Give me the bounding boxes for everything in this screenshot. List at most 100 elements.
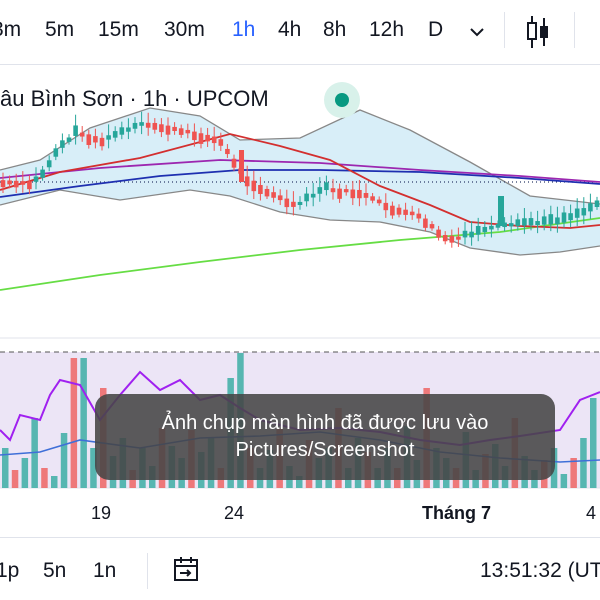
candle-body (403, 209, 408, 215)
candle-body (548, 214, 554, 225)
timeframe-d[interactable]: D (428, 18, 444, 41)
candle-body (172, 126, 177, 132)
candle-body (27, 181, 32, 190)
timeframe-30m[interactable]: 30m (164, 18, 205, 41)
candle-body (555, 217, 560, 225)
candle-body (515, 219, 521, 226)
candle-body (205, 134, 210, 142)
volume-bar (70, 358, 78, 488)
candle-body (588, 203, 593, 212)
timeframe-15m[interactable]: 15m (98, 18, 139, 41)
candle-body (132, 122, 138, 129)
candle-body (60, 140, 65, 148)
moving-average-short (0, 133, 600, 229)
candle-body (489, 225, 494, 230)
candle-body (119, 127, 125, 135)
candle-body (475, 225, 481, 235)
volume-bar (590, 398, 597, 488)
market-open-dot-icon (324, 82, 360, 118)
candle-body (469, 231, 474, 238)
toast-line-2: Pictures/Screenshot (235, 439, 415, 461)
volume-bar (580, 438, 587, 488)
candle-body (330, 188, 336, 193)
timeframe-8h[interactable]: 8h (323, 18, 347, 41)
range-1p[interactable]: 1p (0, 559, 20, 582)
timeframe-3m[interactable]: 3m (0, 18, 22, 41)
volume-bar (570, 458, 577, 488)
timeframe-12h[interactable]: 12h (369, 18, 405, 41)
x-axis-label: 4 (586, 503, 597, 523)
timeframe-toolbar: 3m 5m 15m 30m 1h 4h 8h 12h D (0, 0, 600, 64)
candle-body (165, 125, 171, 135)
candle-body (53, 148, 59, 157)
candle-body (178, 128, 184, 135)
range-5n[interactable]: 5n (43, 559, 67, 582)
symbol-title[interactable]: âu Bình Sơn · 1h · UPCOM (0, 86, 269, 111)
candle-body (594, 200, 600, 207)
candle-body (198, 133, 204, 144)
candle-body (13, 180, 19, 188)
candle-body (93, 136, 98, 143)
moving-average-mid (0, 169, 600, 198)
volume-bar (560, 474, 568, 488)
candle-body (541, 216, 547, 225)
candle-body (79, 132, 85, 137)
candle-body (396, 207, 402, 215)
candle-body (225, 148, 230, 155)
candle-body (376, 199, 382, 204)
chevron-down-icon[interactable] (466, 22, 488, 42)
candle-body (284, 198, 290, 208)
candle-body (244, 176, 250, 187)
candle-body (159, 124, 164, 133)
candle-body (304, 193, 309, 202)
candle-body (291, 201, 296, 207)
candle-body (409, 211, 415, 216)
toast-line-1: Ảnh chụp màn hình đã được lưu vào (161, 412, 489, 434)
moving-average-long (0, 217, 600, 291)
bollinger-lower-line (0, 189, 600, 256)
candle-body (383, 202, 389, 211)
volume-bar (51, 476, 58, 488)
candle-body (310, 193, 316, 198)
candle-body (145, 122, 151, 128)
candle-body (456, 236, 461, 240)
range-1n[interactable]: 1n (93, 559, 117, 582)
candle-body (46, 160, 52, 168)
calendar-arrow-icon[interactable] (172, 555, 202, 585)
candle-body (297, 201, 303, 205)
x-axis-month-label: Tháng 7 (422, 503, 492, 523)
candle-body (482, 226, 488, 233)
timeframe-4h[interactable]: 4h (278, 18, 302, 41)
candle-body (442, 235, 448, 242)
candle-body (535, 221, 540, 225)
candlestick-icon[interactable] (524, 14, 552, 50)
candle-body (581, 208, 587, 216)
candle-body (528, 218, 534, 226)
candle-body (498, 196, 504, 226)
candle-body (508, 223, 514, 227)
bottom-divider (147, 553, 148, 589)
candle-body (86, 134, 92, 145)
candle-body (370, 196, 375, 201)
candle-body (239, 150, 244, 182)
bottom-toolbar: 1p 5n 1n 13:51:32 (UT (0, 545, 600, 600)
clock-timezone[interactable]: 13:51:32 (UT (480, 559, 600, 582)
candle-body (277, 195, 283, 201)
volume-bar (41, 468, 48, 488)
toolbar-divider (574, 12, 575, 48)
candle-body (264, 188, 270, 197)
candle-body (363, 193, 369, 198)
candle-body (436, 229, 441, 238)
candle-body (574, 208, 580, 218)
bottom-bar-border (0, 537, 600, 538)
volume-bar (21, 458, 29, 488)
candle-body (192, 131, 197, 141)
timeframe-1h[interactable]: 1h (232, 18, 256, 41)
candle-body (231, 158, 237, 168)
timeframe-5m[interactable]: 5m (45, 18, 75, 41)
candle-body (350, 189, 356, 199)
candle-body (324, 182, 329, 191)
candle-body (317, 187, 323, 194)
candle-body (449, 235, 455, 243)
candle-body (390, 205, 395, 216)
